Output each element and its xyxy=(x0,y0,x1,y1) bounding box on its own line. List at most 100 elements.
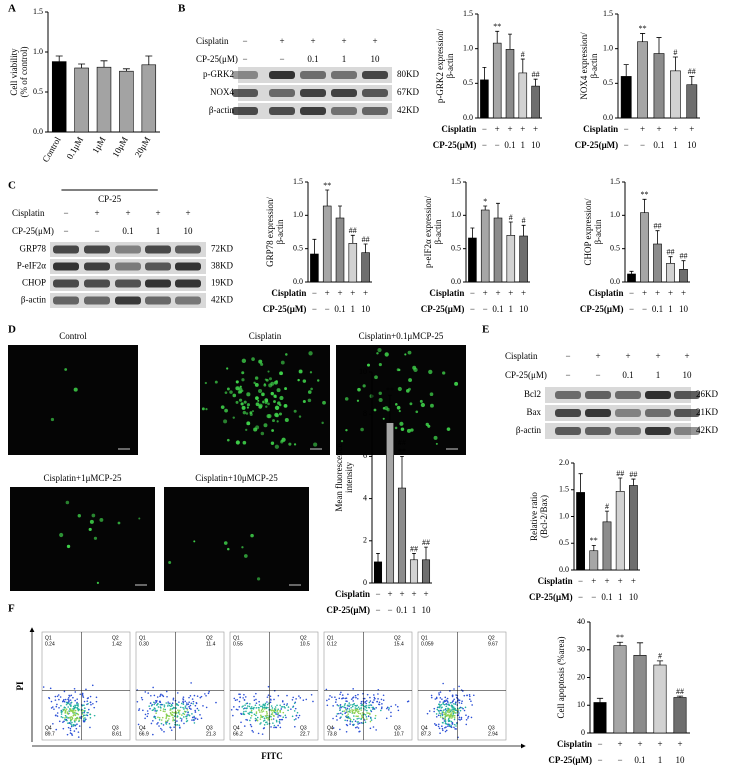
condition-level: 1 xyxy=(521,140,526,150)
flow-event xyxy=(172,718,175,720)
significance: # xyxy=(673,48,677,57)
flow-event xyxy=(233,706,235,708)
flow-event xyxy=(260,709,263,712)
flow-event xyxy=(63,690,66,693)
cell-spot xyxy=(400,427,405,431)
flow-event xyxy=(176,720,178,722)
flow-event xyxy=(147,712,149,715)
flow-event xyxy=(240,721,242,724)
flow-event xyxy=(468,694,471,696)
significance: ** xyxy=(590,536,598,545)
flow-event xyxy=(240,712,242,715)
condition-level: + xyxy=(185,208,190,218)
flow-event xyxy=(141,698,144,701)
flow-event xyxy=(338,712,340,715)
flow-event xyxy=(262,720,265,722)
cell-spot xyxy=(65,500,70,505)
flow-event xyxy=(64,714,67,717)
flow-event xyxy=(76,712,79,715)
condition-level: + xyxy=(640,124,645,134)
flow-event xyxy=(267,717,270,720)
flow-event xyxy=(364,701,366,703)
flow-event xyxy=(355,715,357,718)
flow-plot xyxy=(135,631,225,741)
condition-level: + xyxy=(655,351,660,361)
flow-event xyxy=(293,702,296,705)
cell-spot xyxy=(261,392,265,397)
flow-event xyxy=(440,709,443,712)
flow-event xyxy=(178,701,180,703)
significance: ## xyxy=(616,469,624,478)
flow-event xyxy=(155,701,158,703)
cell-spot xyxy=(395,403,398,406)
error-bar xyxy=(521,224,526,236)
flow-event xyxy=(438,706,441,709)
flow-event xyxy=(358,722,361,724)
flow-event xyxy=(277,694,280,697)
condition-level: 10 xyxy=(687,140,697,150)
flow-event xyxy=(89,726,91,729)
flow-event xyxy=(77,736,80,738)
band-size: 80KD xyxy=(397,69,419,79)
error-bar xyxy=(520,58,525,73)
flow-event xyxy=(349,718,352,721)
flow-event xyxy=(75,727,78,730)
flow-event xyxy=(194,711,197,713)
condition-level: − xyxy=(242,36,247,46)
condition-level: − xyxy=(640,140,645,150)
condition-level: + xyxy=(521,288,526,298)
flow-event xyxy=(264,715,267,717)
cell-spot xyxy=(397,386,402,392)
cell-spot xyxy=(241,389,244,392)
significance: ** xyxy=(616,633,624,642)
flow-event xyxy=(193,719,195,722)
cell-spot xyxy=(298,415,302,418)
cell-spot xyxy=(283,403,288,408)
flow-event xyxy=(440,703,443,706)
y-tick-label: 0.5 xyxy=(559,538,569,547)
blot-band xyxy=(674,427,700,435)
blot-band xyxy=(175,245,201,254)
flow-event xyxy=(447,723,449,725)
flow-event xyxy=(360,709,363,711)
flow-event xyxy=(458,685,460,688)
flow-event xyxy=(360,700,363,703)
cell-spot xyxy=(168,561,172,564)
y-tick-label: 0.0 xyxy=(293,277,303,286)
flow-event xyxy=(140,696,143,699)
flow-event xyxy=(356,697,359,700)
flow-event xyxy=(88,708,90,711)
flow-event xyxy=(446,697,449,700)
flow-event xyxy=(273,698,275,701)
flow-event xyxy=(246,719,249,721)
error-bar xyxy=(640,33,646,42)
flow-event xyxy=(435,713,438,715)
flow-event xyxy=(458,707,461,710)
y-tick-label: 0.0 xyxy=(559,565,569,574)
flow-event xyxy=(302,699,305,702)
y-tick-label: 0.5 xyxy=(603,78,613,87)
flow-event xyxy=(441,698,443,700)
flow-event xyxy=(369,720,372,723)
flow-plot xyxy=(417,631,507,741)
cell-spot xyxy=(235,386,240,391)
flow-event xyxy=(380,698,383,701)
flow-event xyxy=(261,733,264,735)
flow-event xyxy=(445,726,447,728)
flow-event xyxy=(184,707,187,709)
y-tick-label: 0 xyxy=(363,578,367,587)
flow-event xyxy=(390,705,392,708)
cell-spot xyxy=(373,408,377,412)
cell-spot xyxy=(273,394,277,398)
flow-event xyxy=(83,720,86,723)
cell-spot xyxy=(374,375,378,380)
cell-spot xyxy=(273,400,276,403)
flow-event xyxy=(148,705,151,707)
quadrant-value: 0.55 xyxy=(233,641,243,647)
y-tick-label: 40 xyxy=(577,617,585,626)
y-axis-label: β-actin xyxy=(433,219,443,245)
quadrant-name: Q2 xyxy=(394,635,401,641)
band-label: Bcl2 xyxy=(524,389,541,399)
cell-spot xyxy=(446,427,451,431)
flow-event xyxy=(185,710,187,713)
